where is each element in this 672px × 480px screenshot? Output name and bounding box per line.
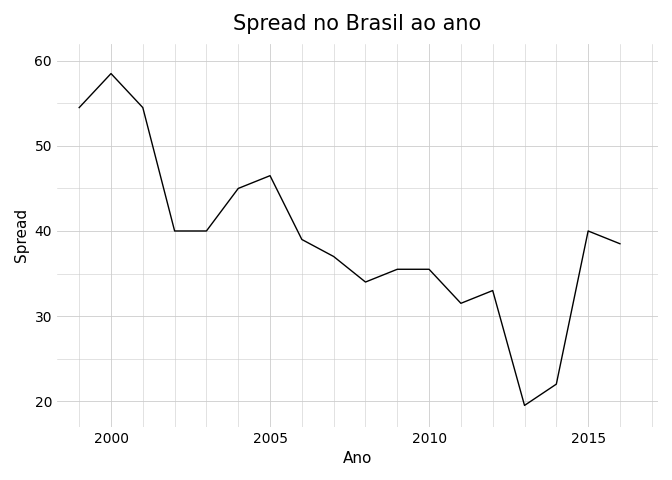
Y-axis label: Spread: Spread <box>14 208 29 262</box>
X-axis label: Ano: Ano <box>343 451 372 466</box>
Title: Spread no Brasil ao ano: Spread no Brasil ao ano <box>233 14 482 34</box>
